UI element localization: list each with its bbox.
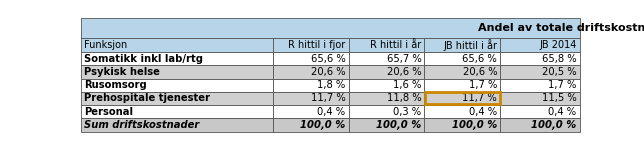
Bar	[272, 118, 348, 132]
Bar	[348, 105, 424, 118]
Text: 0,4 %: 0,4 %	[317, 107, 346, 117]
Bar	[80, 52, 272, 65]
Bar	[424, 92, 500, 105]
Bar	[424, 38, 500, 52]
Bar	[80, 118, 272, 132]
Bar	[348, 52, 424, 65]
Bar	[500, 65, 580, 79]
Bar	[424, 105, 500, 118]
Text: Andel av totale driftskostnader: Andel av totale driftskostnader	[478, 23, 644, 33]
Text: 0,4 %: 0,4 %	[469, 107, 497, 117]
Bar	[424, 52, 500, 65]
Bar	[424, 79, 500, 92]
Text: 11,5 %: 11,5 %	[542, 94, 576, 103]
Text: 65,6 %: 65,6 %	[311, 54, 346, 64]
Bar	[272, 105, 348, 118]
Text: 11,8 %: 11,8 %	[387, 94, 421, 103]
Text: 65,7 %: 65,7 %	[386, 54, 421, 64]
Text: 100,0 %: 100,0 %	[376, 120, 421, 130]
Bar	[424, 118, 500, 132]
Bar	[272, 52, 348, 65]
Bar	[424, 65, 500, 79]
Bar	[80, 79, 272, 92]
Bar	[500, 52, 580, 65]
Bar	[348, 79, 424, 92]
Bar	[500, 92, 580, 105]
Text: 65,6 %: 65,6 %	[462, 54, 497, 64]
Bar	[272, 79, 348, 92]
Text: Prehospitale tjenester: Prehospitale tjenester	[84, 94, 210, 103]
Text: R hittil i år: R hittil i år	[370, 40, 421, 50]
Text: Funksjon: Funksjon	[84, 40, 128, 50]
Text: Psykisk helse: Psykisk helse	[84, 67, 160, 77]
Bar	[348, 118, 424, 132]
Text: JB hittil i år: JB hittil i år	[443, 39, 497, 51]
Bar	[80, 92, 272, 105]
Text: 1,7 %: 1,7 %	[548, 80, 576, 90]
Text: 20,6 %: 20,6 %	[387, 67, 421, 77]
Text: 20,5 %: 20,5 %	[542, 67, 576, 77]
Text: 11,7 %: 11,7 %	[311, 94, 346, 103]
Text: Personal: Personal	[84, 107, 133, 117]
Text: 1,6 %: 1,6 %	[393, 80, 421, 90]
Text: 1,8 %: 1,8 %	[317, 80, 346, 90]
Text: 20,6 %: 20,6 %	[311, 67, 346, 77]
Bar	[272, 65, 348, 79]
Text: 1,7 %: 1,7 %	[469, 80, 497, 90]
Text: Rusomsorg: Rusomsorg	[84, 80, 147, 90]
Bar	[425, 92, 500, 104]
Text: JB 2014: JB 2014	[539, 40, 576, 50]
Bar	[500, 118, 580, 132]
Text: 100,0 %: 100,0 %	[452, 120, 497, 130]
Bar	[80, 38, 272, 52]
Text: Sum driftskostnader: Sum driftskostnader	[84, 120, 199, 130]
Bar	[500, 79, 580, 92]
Text: 0,3 %: 0,3 %	[393, 107, 421, 117]
Text: 65,8 %: 65,8 %	[542, 54, 576, 64]
Bar	[348, 38, 424, 52]
Bar	[80, 105, 272, 118]
Bar	[272, 38, 348, 52]
Text: 11,7 %: 11,7 %	[462, 94, 497, 103]
Bar	[80, 65, 272, 79]
Text: R hittil i fjor: R hittil i fjor	[289, 40, 346, 50]
Text: 0,4 %: 0,4 %	[549, 107, 576, 117]
Text: 100,0 %: 100,0 %	[300, 120, 346, 130]
Bar	[348, 92, 424, 105]
Bar	[80, 18, 580, 38]
Bar	[272, 92, 348, 105]
Bar	[500, 38, 580, 52]
Bar	[500, 105, 580, 118]
Text: 20,6 %: 20,6 %	[462, 67, 497, 77]
Text: Somatikk inkl lab/rtg: Somatikk inkl lab/rtg	[84, 54, 203, 64]
Text: 100,0 %: 100,0 %	[531, 120, 576, 130]
Bar	[348, 65, 424, 79]
